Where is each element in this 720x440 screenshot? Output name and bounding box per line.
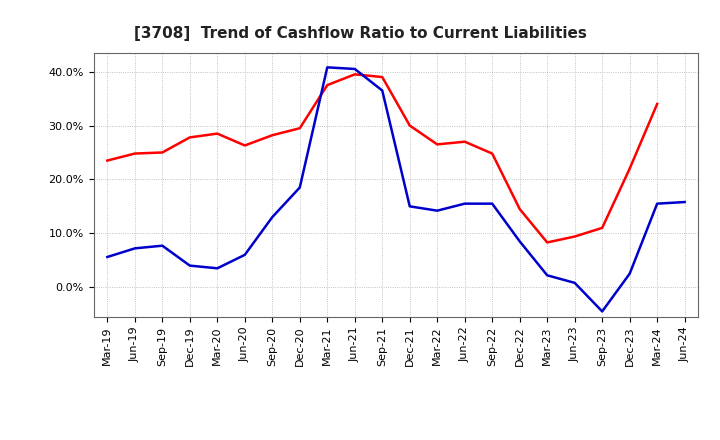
Free CF to Current Liabilities <box>680 199 689 205</box>
Free CF to Current Liabilities <box>130 246 139 251</box>
Free CF to Current Liabilities <box>488 201 497 206</box>
Operating CF to Current Liabilities <box>378 74 387 80</box>
Free CF to Current Liabilities <box>543 273 552 278</box>
Operating CF to Current Liabilities <box>295 125 304 131</box>
Operating CF to Current Liabilities <box>460 139 469 144</box>
Free CF to Current Liabilities <box>213 266 222 271</box>
Operating CF to Current Liabilities <box>598 225 606 231</box>
Free CF to Current Liabilities <box>516 239 524 244</box>
Free CF to Current Liabilities <box>323 65 332 70</box>
Operating CF to Current Liabilities <box>158 150 166 155</box>
Free CF to Current Liabilities <box>295 185 304 190</box>
Operating CF to Current Liabilities <box>516 206 524 212</box>
Free CF to Current Liabilities <box>626 271 634 276</box>
Free CF to Current Liabilities <box>268 214 276 220</box>
Free CF to Current Liabilities <box>653 201 662 206</box>
Operating CF to Current Liabilities <box>570 234 579 239</box>
Operating CF to Current Liabilities <box>323 82 332 88</box>
Operating CF to Current Liabilities <box>186 135 194 140</box>
Operating CF to Current Liabilities <box>626 166 634 171</box>
Free CF to Current Liabilities <box>240 252 249 257</box>
Free CF to Current Liabilities <box>570 280 579 286</box>
Free CF to Current Liabilities <box>460 201 469 206</box>
Operating CF to Current Liabilities <box>433 142 441 147</box>
Text: [3708]  Trend of Cashflow Ratio to Current Liabilities: [3708] Trend of Cashflow Ratio to Curren… <box>134 26 586 41</box>
Free CF to Current Liabilities <box>103 254 112 260</box>
Free CF to Current Liabilities <box>351 66 359 72</box>
Free CF to Current Liabilities <box>186 263 194 268</box>
Operating CF to Current Liabilities <box>653 101 662 106</box>
Operating CF to Current Liabilities <box>268 132 276 138</box>
Operating CF to Current Liabilities <box>240 143 249 148</box>
Operating CF to Current Liabilities <box>405 123 414 128</box>
Operating CF to Current Liabilities <box>351 72 359 77</box>
Operating CF to Current Liabilities <box>130 151 139 156</box>
Free CF to Current Liabilities <box>378 88 387 93</box>
Line: Free CF to Current Liabilities: Free CF to Current Liabilities <box>107 67 685 312</box>
Free CF to Current Liabilities <box>598 309 606 314</box>
Free CF to Current Liabilities <box>158 243 166 248</box>
Line: Operating CF to Current Liabilities: Operating CF to Current Liabilities <box>107 74 657 242</box>
Operating CF to Current Liabilities <box>543 240 552 245</box>
Free CF to Current Liabilities <box>405 204 414 209</box>
Operating CF to Current Liabilities <box>103 158 112 163</box>
Free CF to Current Liabilities <box>433 208 441 213</box>
Operating CF to Current Liabilities <box>488 151 497 156</box>
Operating CF to Current Liabilities <box>213 131 222 136</box>
